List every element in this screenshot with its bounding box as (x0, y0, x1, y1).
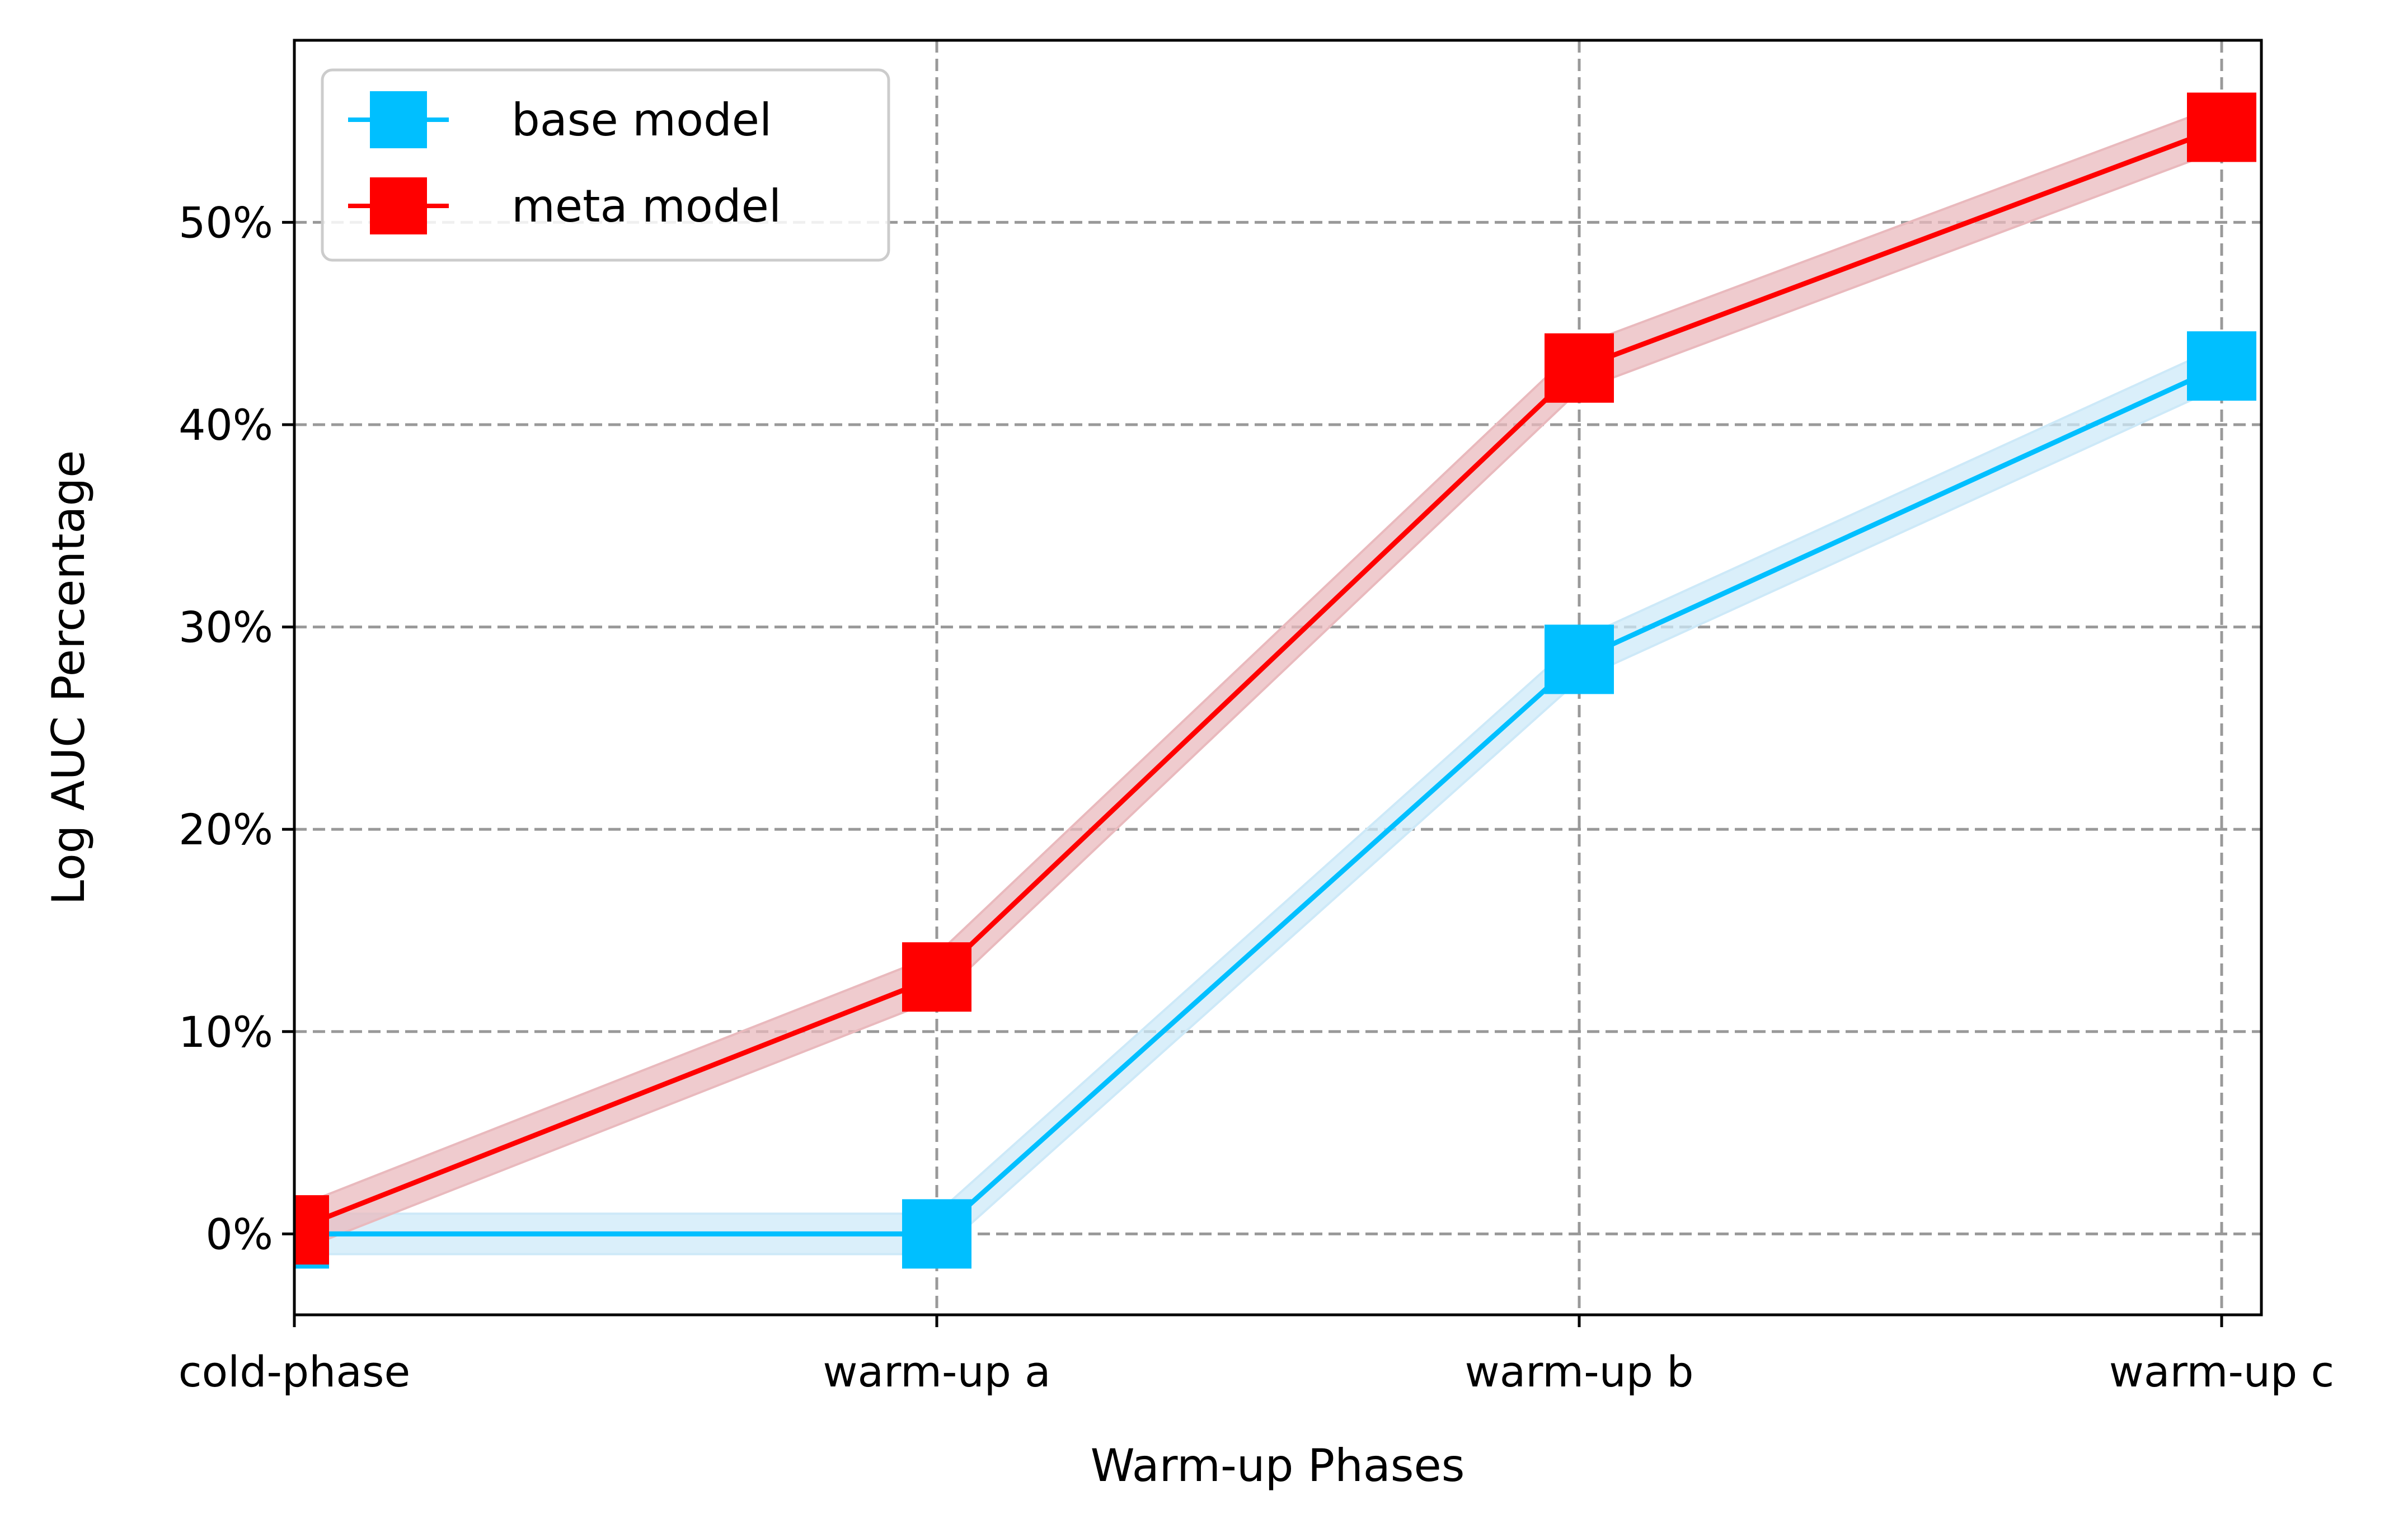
y-axis-label: Log AUC Percentage (43, 450, 95, 905)
y-tick-label-40: 40% (179, 400, 273, 450)
legend-label-base-model: base model (511, 94, 772, 146)
y-tick-label-0: 0% (205, 1209, 273, 1259)
x-axis-label: Warm-up Phases (1091, 1440, 1465, 1492)
y-tick-label-10: 10% (179, 1007, 273, 1057)
legend: base model meta model (321, 68, 890, 262)
x-axis-ticks: cold-phase warm-up a warm-up b warm-up c (179, 1315, 2334, 1397)
series-lines (294, 125, 2223, 1236)
legend-marker-meta-model (370, 177, 427, 234)
marker-base-model-warm-up-a (902, 1199, 971, 1269)
legend-marker-base-model (370, 91, 427, 148)
marker-meta-model-warm-up-b (1545, 333, 1614, 403)
y-tick-label-20: 20% (179, 805, 273, 854)
series-markers (294, 92, 2256, 1269)
legend-label-meta-model: meta model (511, 180, 781, 232)
marker-meta-model-cold-phase (294, 1195, 329, 1265)
marker-meta-model-warm-up-a (902, 942, 971, 1012)
plot-frame (293, 39, 2263, 1317)
line-meta-model (294, 125, 2223, 1233)
legend-item-meta-model: meta model (348, 177, 781, 234)
x-tick-label-cold-phase: cold-phase (179, 1347, 410, 1397)
y-tick-label-50: 50% (179, 198, 273, 247)
marker-base-model-warm-up-c (2187, 331, 2256, 401)
legend-item-base-model: base model (348, 91, 772, 148)
x-tick-label-warm-up-b: warm-up b (1465, 1347, 1694, 1397)
y-tick-label-30: 30% (179, 603, 273, 652)
marker-meta-model-warm-up-c (2187, 92, 2256, 162)
line-base-model (294, 364, 2223, 1236)
y-axis-ticks: 0% 10% 20% 30% 40% 50% (179, 198, 294, 1259)
x-tick-label-warm-up-c: warm-up c (2109, 1347, 2334, 1397)
marker-base-model-warm-up-b (1545, 624, 1614, 694)
legend-box (321, 68, 890, 262)
x-tick-label-warm-up-a: warm-up a (823, 1347, 1050, 1397)
